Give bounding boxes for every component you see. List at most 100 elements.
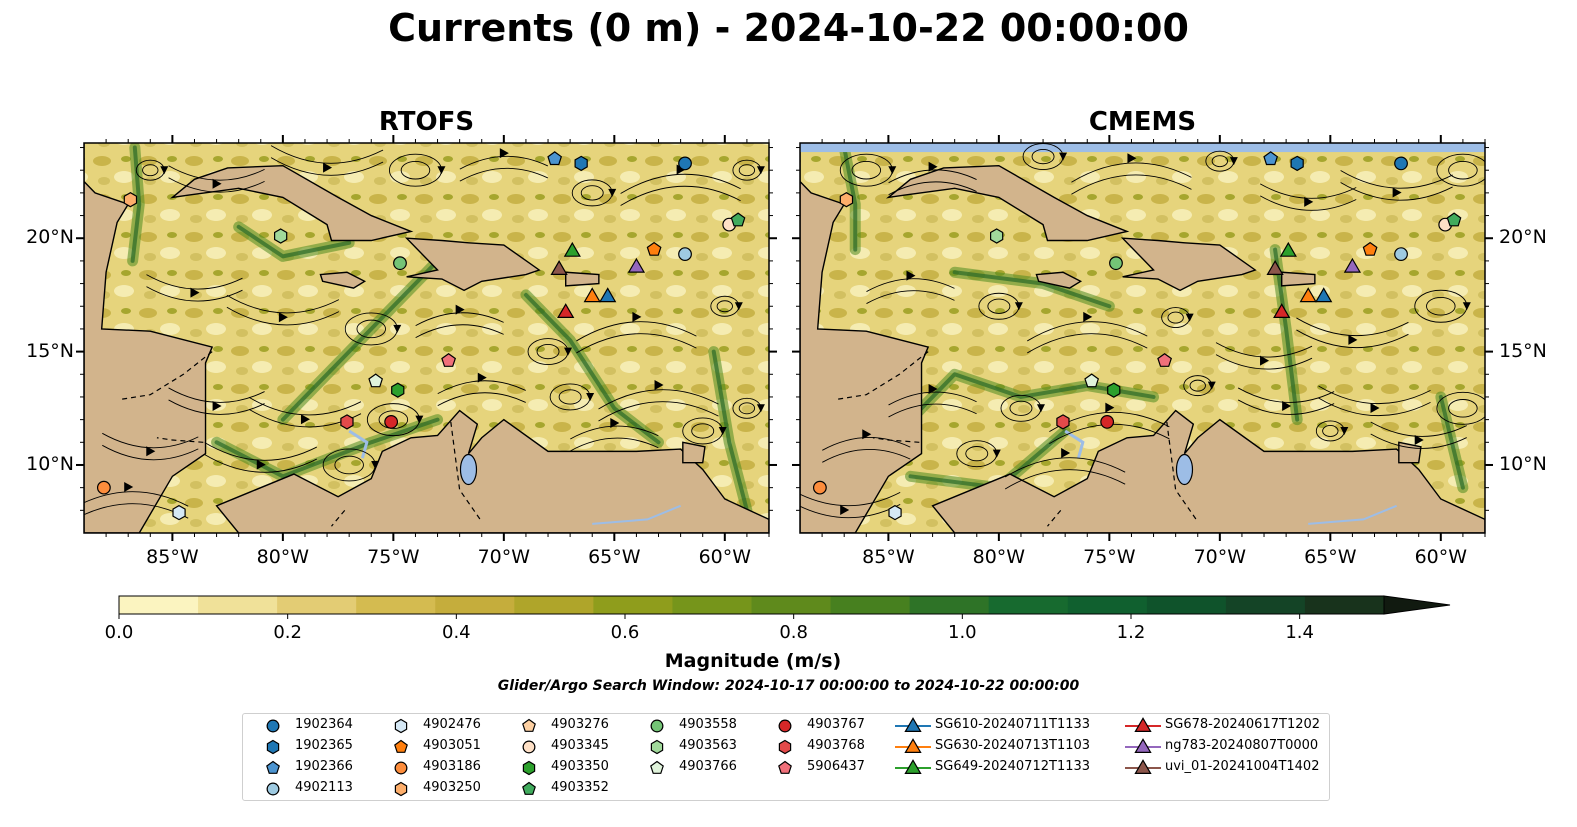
legend-label: 1902365 — [295, 738, 353, 753]
platform-marker-4903767 — [1100, 414, 1115, 429]
legend-marker-icon — [266, 760, 280, 774]
search-window-note: Glider/Argo Search Window: 2024-10-17 00… — [497, 678, 1080, 694]
platform-marker-5906437 — [441, 352, 457, 367]
lon-tick-label: 70°W — [477, 546, 531, 568]
lon-tick-label: 65°W — [1304, 546, 1357, 568]
legend-label: 4903352 — [551, 780, 609, 795]
lon-tick-label: 80°W — [972, 546, 1026, 568]
colorbar-bin — [830, 596, 911, 614]
colorbar-bin — [119, 596, 199, 614]
legend-label: 4903186 — [423, 759, 481, 774]
lon-tick-label: 60°W — [1414, 546, 1468, 568]
legend-entry: 1902366 — [253, 758, 373, 778]
legend-marker-icon — [778, 739, 792, 755]
legend-label: SG649-20240712T1133 — [935, 759, 1091, 774]
legend-label: 4902113 — [295, 780, 353, 795]
colorbar-bin — [1225, 596, 1306, 614]
lon-tick-label: 80°W — [256, 546, 310, 568]
legend-marker-icon — [904, 759, 922, 774]
legend-entry: SG678-20240617T1202 — [1123, 716, 1343, 736]
legend-entry: 4903276 — [509, 716, 629, 736]
platform-marker-4902476 — [888, 504, 902, 521]
legend-label: 4903558 — [679, 717, 737, 732]
platform-marker-4902113 — [678, 247, 692, 262]
panel-title-cmems: CMEMS — [1088, 107, 1197, 137]
platform-marker-uvi_01-20241004T1402 — [1266, 259, 1284, 275]
colorbar-bin — [435, 596, 515, 614]
colorbar-tick-label: 0.2 — [273, 622, 302, 643]
colorbar-extend-arrow — [1383, 595, 1451, 615]
platform-marker-4903350 — [1107, 382, 1121, 398]
legend-entry: 4903345 — [509, 737, 629, 757]
legend-label: 4903766 — [679, 759, 737, 774]
legend-entry: uvi_01-20241004T1402 — [1123, 758, 1343, 778]
platform-marker-1902364 — [678, 156, 692, 171]
legend-marker-icon — [266, 782, 280, 796]
platform-marker-4902476 — [172, 504, 186, 521]
platform-marker-ng783-20240807T0000 — [627, 257, 646, 273]
legend-label: 4903350 — [551, 759, 609, 774]
lon-tick-label: 75°W — [367, 546, 420, 568]
colorbar-tick-label: 1.4 — [1285, 622, 1314, 643]
legend-entry: 4903186 — [381, 758, 501, 778]
colorbar-bin — [751, 596, 832, 614]
platform-marker-4903250 — [123, 192, 138, 208]
platform-marker-1902366 — [547, 151, 563, 166]
platform-marker-SG678-20240617T1202 — [557, 303, 575, 318]
lon-tick-label: 65°W — [588, 546, 641, 568]
colorbar-bin — [909, 596, 990, 614]
platform-marker-4903250 — [839, 192, 854, 208]
colorbar-bin — [277, 596, 357, 614]
platform-marker-SG678-20240617T1202 — [1273, 303, 1291, 318]
legend-label: SG630-20240713T1103 — [935, 738, 1091, 753]
platform-marker-4903352 — [730, 212, 746, 227]
map-panels — [76, 135, 1493, 541]
platform-marker-uvi_01-20241004T1402 — [550, 259, 568, 275]
platform-marker-4903051 — [1362, 241, 1378, 256]
platform-marker-4903558 — [1109, 256, 1123, 271]
lat-tick-label: 20°N — [26, 226, 74, 249]
platform-marker-SG610-20240711T1133 — [599, 287, 617, 303]
platform-marker-4903768 — [340, 414, 354, 430]
platform-marker-5906437 — [1157, 352, 1173, 367]
legend-entry: 5906437 — [765, 758, 885, 778]
colorbar-bin — [593, 596, 673, 614]
platform-marker-4903766 — [1084, 373, 1100, 388]
legend-label: SG610-20240711T1133 — [935, 717, 1091, 732]
figure-title: Currents (0 m) - 2024-10-22 00:00:00 — [388, 6, 1189, 50]
legend-entry: SG649-20240712T1133 — [893, 758, 1113, 778]
legend-marker-icon — [266, 739, 280, 755]
legend-marker-icon — [394, 761, 408, 775]
platform-marker-SG649-20240712T1133 — [1279, 241, 1297, 257]
colorbar-bin — [988, 596, 1069, 614]
legend-marker-icon — [522, 740, 536, 754]
platform-marker-4903766 — [368, 373, 384, 388]
legend-label: SG678-20240617T1202 — [1165, 717, 1321, 732]
legend-marker-icon — [394, 718, 408, 734]
legend-marker-icon — [522, 781, 536, 795]
legend-marker-icon — [522, 718, 536, 732]
map-panel-rtofs — [76, 135, 777, 541]
colorbar — [118, 595, 1451, 619]
legend-label: 4903345 — [551, 738, 609, 753]
colorbar-tick-label: 0.6 — [610, 622, 640, 643]
platform-marker-SG630-20240713T1103 — [1299, 287, 1317, 303]
colorbar-tick-label: 0.4 — [442, 622, 471, 643]
legend-label: 4903250 — [423, 780, 481, 795]
legend-marker-icon — [1134, 759, 1152, 774]
legend-label: 4903276 — [551, 717, 609, 732]
legend-entry: SG610-20240711T1133 — [893, 716, 1113, 736]
colorbar-bin — [1067, 596, 1148, 614]
platform-marker-4903563 — [274, 228, 288, 244]
legend-marker-icon — [394, 781, 408, 797]
platform-marker-1902364 — [1394, 156, 1408, 171]
legend-marker-icon — [1134, 738, 1152, 753]
platform-marker-4903352 — [1446, 212, 1462, 227]
lon-tick-label: 85°W — [146, 546, 199, 568]
colorbar-bin — [356, 596, 436, 614]
legend-marker-icon — [778, 719, 792, 733]
lat-tick-label: 10°N — [26, 452, 74, 475]
legend-marker-icon — [394, 739, 408, 753]
colorbar-tick-label: 1.2 — [1116, 622, 1146, 643]
platform-marker-1902366 — [1263, 151, 1279, 166]
